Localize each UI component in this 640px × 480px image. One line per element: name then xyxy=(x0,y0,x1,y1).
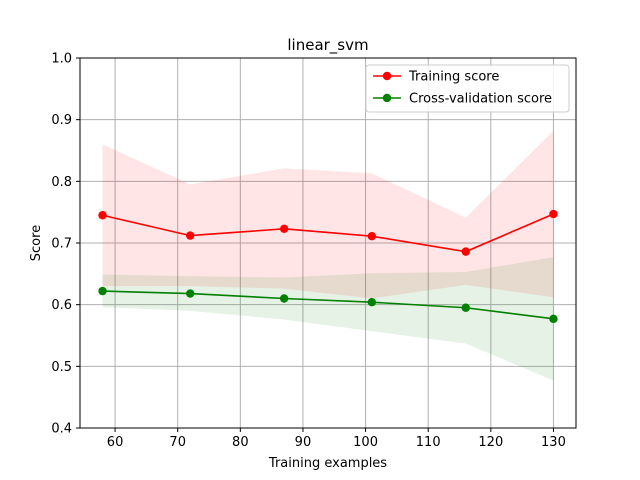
legend-label: Training score xyxy=(408,70,499,85)
x-tick-label: 100 xyxy=(353,435,378,450)
data-point xyxy=(186,231,195,240)
data-point xyxy=(279,294,289,303)
series-lines xyxy=(102,213,554,320)
x-tick-label: 60 xyxy=(107,435,124,450)
legend-marker xyxy=(382,71,392,81)
data-point xyxy=(461,303,470,312)
series-line-training xyxy=(102,213,554,253)
data-point xyxy=(98,211,107,220)
data-point xyxy=(186,289,195,298)
y-axis-ticks: 0.4 0.5 0.6 0.7 0.8 0.9 1.0 xyxy=(51,52,80,437)
x-tick-label: 70 xyxy=(169,435,186,450)
confidence-bands xyxy=(102,130,554,381)
x-tick-label: 120 xyxy=(478,435,503,450)
y-tick-label: 0.5 xyxy=(51,360,72,375)
y-tick-label: 1.0 xyxy=(51,52,72,67)
y-tick-label: 0.9 xyxy=(51,113,72,128)
data-point xyxy=(367,232,377,241)
y-tick-label: 0.4 xyxy=(51,422,72,437)
x-tick-label: 80 xyxy=(232,435,249,450)
chart-title: linear_svm xyxy=(287,36,368,55)
series-points xyxy=(98,209,558,324)
data-point xyxy=(549,314,558,324)
data-point xyxy=(279,224,289,234)
data-point xyxy=(549,209,558,219)
x-tick-label: 130 xyxy=(541,435,566,450)
y-tick-label: 0.7 xyxy=(51,237,72,252)
confidence-band-cross-validation xyxy=(102,257,554,381)
data-point xyxy=(98,286,107,296)
y-axis-label: Score xyxy=(29,225,44,261)
x-axis-label: Training examples xyxy=(268,456,387,471)
x-tick-label: 90 xyxy=(295,435,312,450)
series-line-cross-validation xyxy=(102,290,554,320)
x-tick-label: 110 xyxy=(416,435,441,450)
legend-entries: Training score Cross-validation score xyxy=(373,70,552,107)
legend-box xyxy=(365,64,570,113)
x-axis-ticks: 60 70 80 90 100 110 120 130 xyxy=(107,428,566,450)
legend: Training score Cross-validation score xyxy=(365,64,570,113)
legend-marker xyxy=(382,93,392,103)
y-tick-label: 0.6 xyxy=(51,298,72,313)
confidence-band-training xyxy=(102,130,554,299)
legend-label: Cross-validation score xyxy=(409,92,552,107)
data-point xyxy=(367,298,377,307)
data-point xyxy=(461,247,470,256)
y-tick-label: 0.8 xyxy=(51,175,72,190)
